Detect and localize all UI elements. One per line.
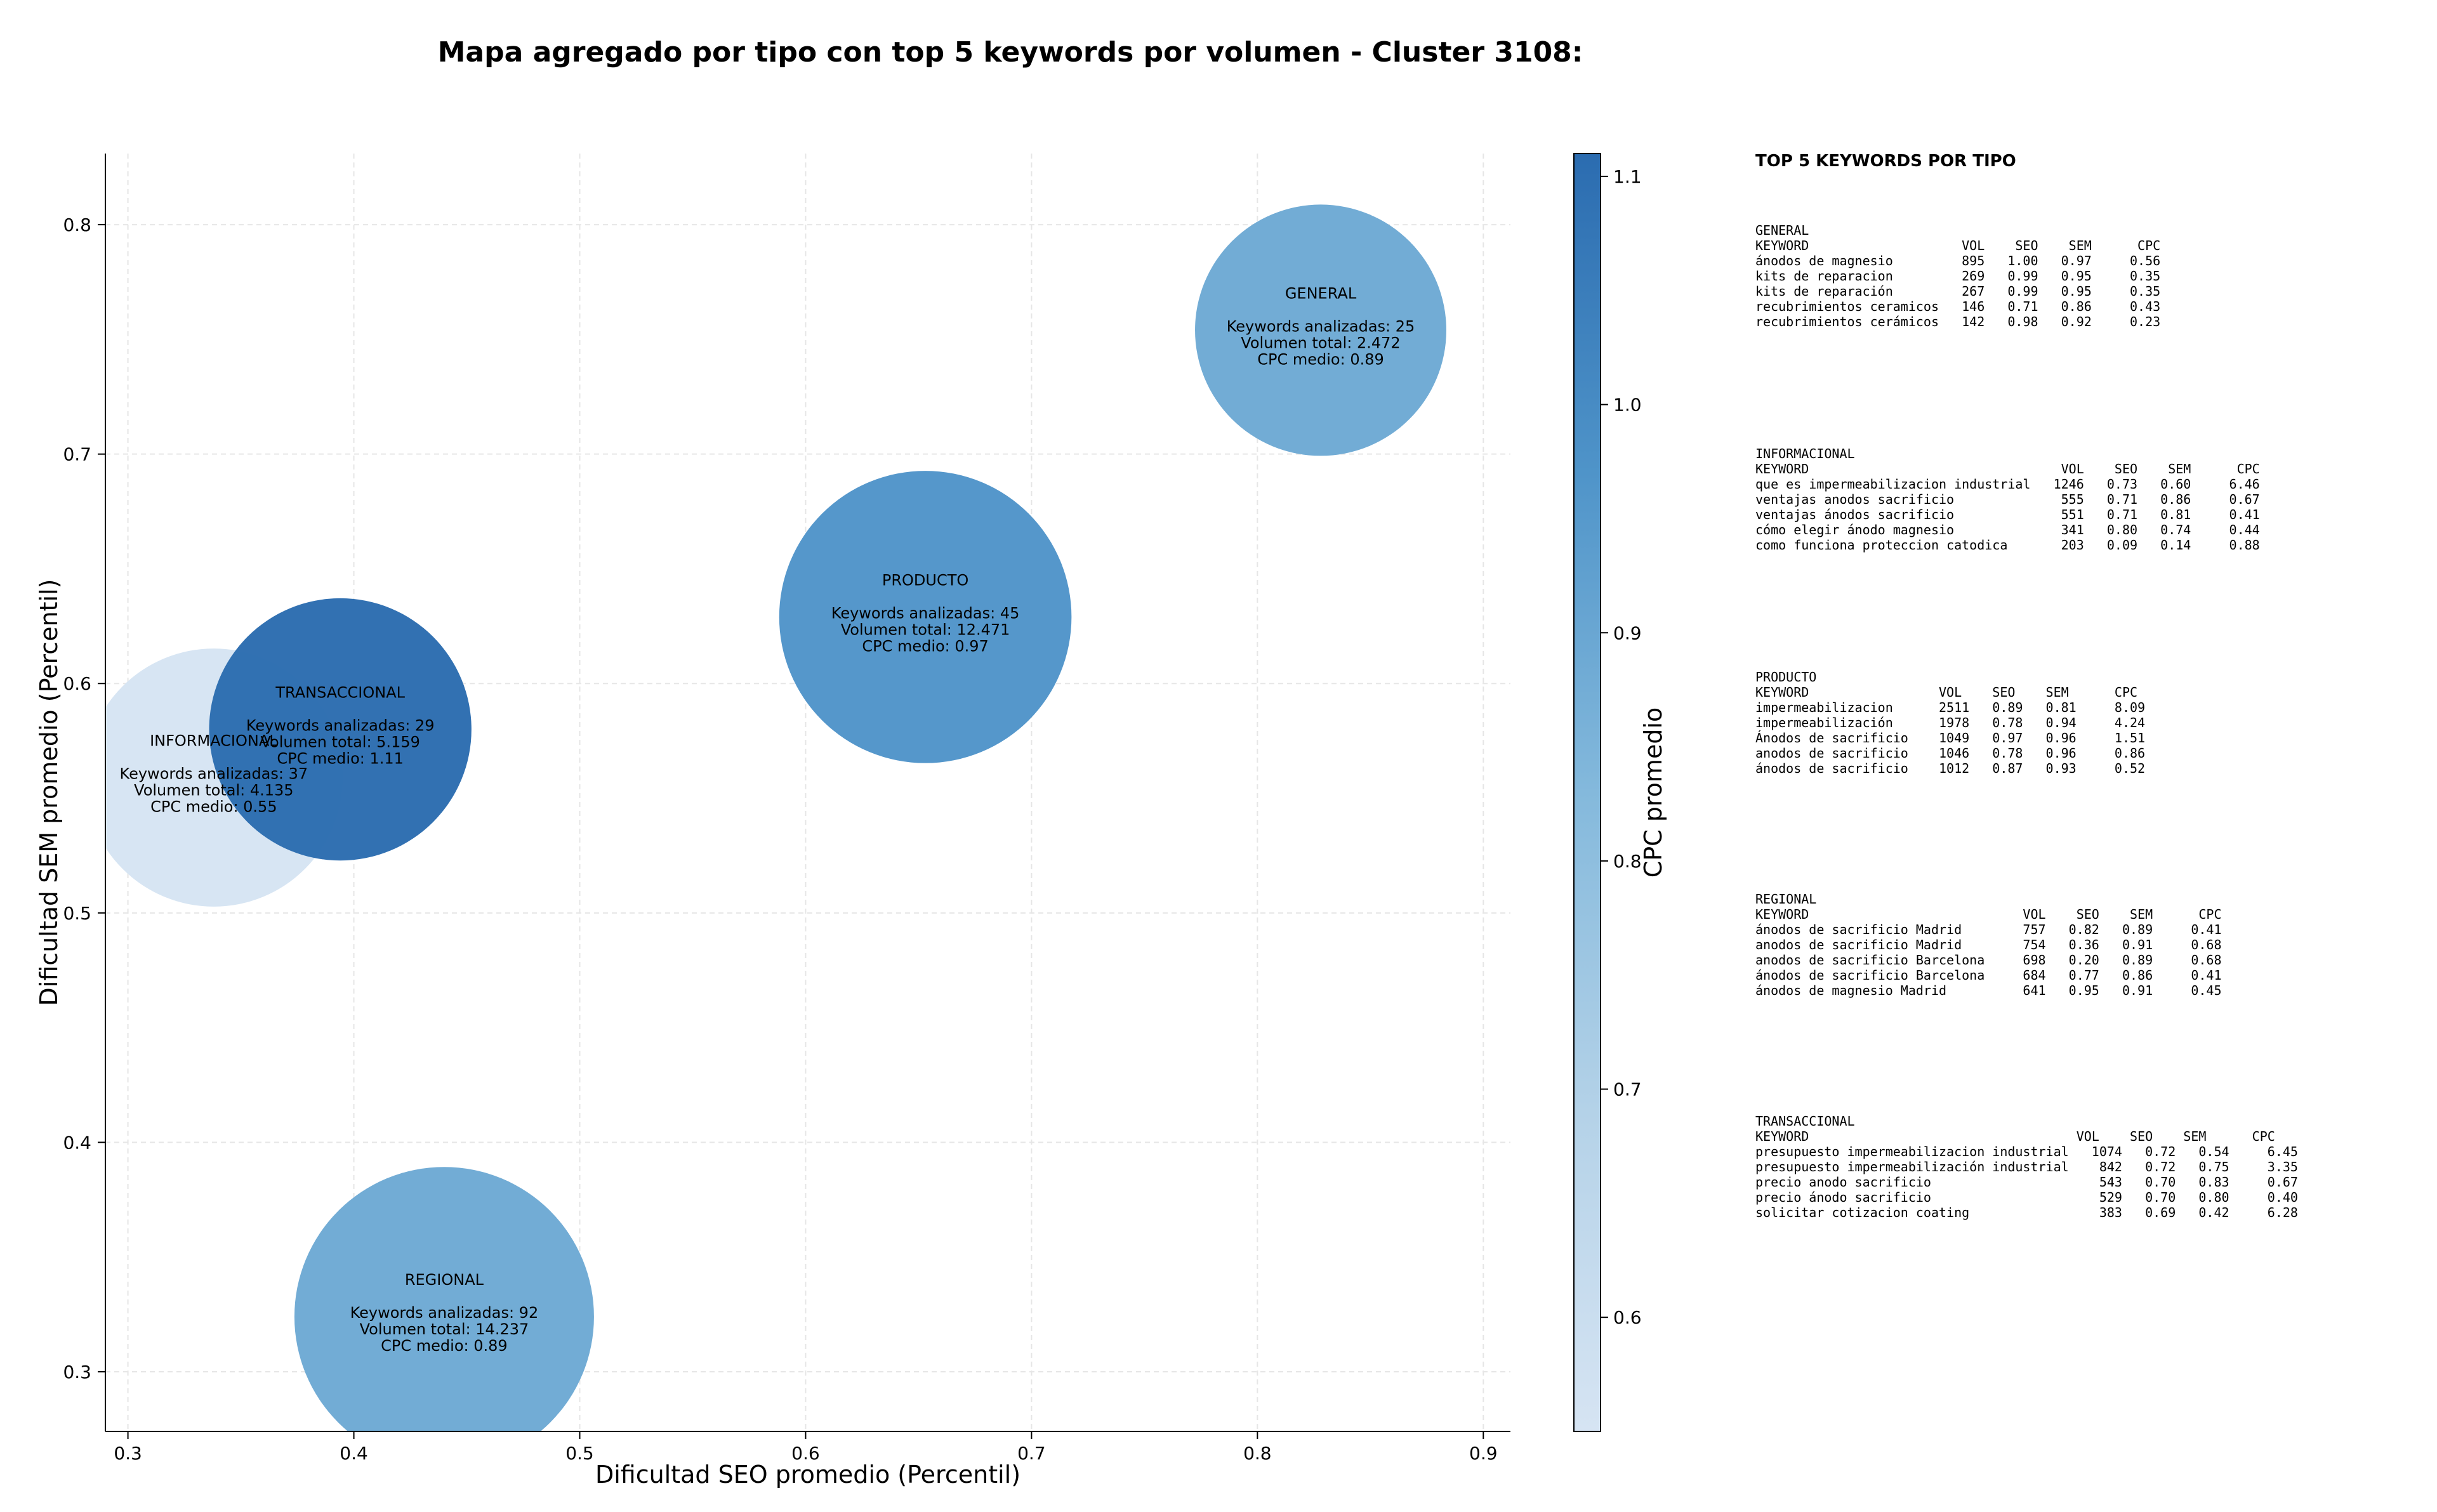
table-group-name: INFORMACIONAL (1755, 446, 1855, 461)
bubble-general (1195, 204, 1446, 456)
table-row: anodos de sacrificio Madrid 754 0.36 0.9… (1755, 937, 2222, 952)
bubble-producto (779, 471, 1072, 763)
bubble-label-stat: CPC medio: 0.89 (1257, 350, 1384, 368)
bubble-label-stat: Keywords analizadas: 45 (831, 604, 1020, 622)
bubble-transaccional (209, 598, 472, 861)
table-row: ánodos de sacrificio Barcelona 684 0.77 … (1755, 968, 2222, 983)
table-header: KEYWORD VOL SEO SEM CPC (1755, 1129, 2275, 1144)
x-tick-label: 0.8 (1243, 1443, 1272, 1464)
y-tick-label: 0.4 (63, 1132, 91, 1153)
table-header: KEYWORD VOL SEO SEM CPC (1755, 461, 2260, 477)
table-row: presupuesto impermeabilizacion industria… (1755, 1144, 2298, 1159)
colorbar-label: CPC promedio (1639, 707, 1667, 878)
bubble-label-stat: CPC medio: 0.89 (381, 1337, 508, 1355)
bubble-label-stat: Volumen total: 2.472 (1241, 334, 1400, 352)
table-row: presupuesto impermeabilización industria… (1755, 1159, 2298, 1174)
colorbar-ticks: 0.6 0.7 0.8 0.9 1.0 1.1 (1601, 166, 1642, 1328)
y-tick-label: 0.5 (63, 903, 91, 924)
x-tick-label: 0.6 (791, 1443, 820, 1464)
bubble-label-stat: Keywords analizadas: 29 (246, 717, 435, 735)
table-header: KEYWORD VOL SEO SEM CPC (1755, 685, 2137, 700)
table-row: kits de reparación 267 0.99 0.95 0.35 (1755, 284, 2160, 299)
table-group-name: GENERAL (1755, 223, 1809, 238)
table-group-name: TRANSACCIONAL (1755, 1114, 1855, 1129)
table-row: kits de reparacion 269 0.99 0.95 0.35 (1755, 268, 2160, 284)
table-row: ventajas anodos sacrificio 555 0.71 0.86… (1755, 492, 2260, 507)
x-tick-label: 0.3 (114, 1443, 142, 1464)
bubble-regional (294, 1167, 594, 1431)
bubble-label-name: TRANSACCIONAL (275, 684, 405, 702)
bubble-label-stat: Keywords analizadas: 37 (120, 765, 308, 782)
table-row: impermeabilización 1978 0.78 0.94 4.24 (1755, 715, 2145, 730)
bubble-label-stat: CPC medio: 0.55 (150, 798, 277, 815)
y-tick-label: 0.7 (63, 444, 91, 465)
table-row: ventajas ánodos sacrificio 551 0.71 0.81… (1755, 507, 2260, 522)
y-tick-label: 0.8 (63, 214, 91, 235)
bubble-label-name: INFORMACIONAL (150, 732, 278, 749)
table-row: solicitar cotizacion coating 383 0.69 0.… (1755, 1205, 2298, 1220)
bubble-label-stat: Volumen total: 12.471 (841, 621, 1010, 638)
axis-ticks: 0.3 0.4 0.5 0.6 0.7 0.8 0.9 0.3 0.4 0.5 0.6 0.7 0.8 (63, 214, 1497, 1464)
table-header: KEYWORD VOL SEO SEM CPC (1755, 907, 2222, 922)
table-row: anodos de sacrificio Barcelona 698 0.20 … (1755, 952, 2222, 968)
bubble-label-name: PRODUCTO (882, 571, 968, 589)
colorbar-tick-label: 0.6 (1613, 1307, 1642, 1328)
colorbar-tick-label: 0.9 (1613, 622, 1642, 643)
bubble-label-name: GENERAL (1285, 284, 1357, 302)
bubble-label-stat: Keywords analizadas: 25 (1227, 317, 1415, 335)
y-tick-label: 0.3 (63, 1362, 91, 1383)
bubble-label-stat: Volumen total: 14.237 (360, 1320, 529, 1338)
colorbar (1573, 153, 1601, 1432)
bubble-label-stat: Keywords analizadas: 92 (350, 1304, 539, 1322)
table-row: precio ánodo sacrificio 529 0.70 0.80 0.… (1755, 1190, 2298, 1205)
table-row: ánodos de sacrificio Madrid 757 0.82 0.8… (1755, 922, 2222, 937)
table-row: recubrimientos ceramicos 146 0.71 0.86 0… (1755, 299, 2160, 314)
bubble-label-stat: CPC medio: 1.11 (277, 750, 404, 768)
table-group-name: REGIONAL (1755, 891, 1816, 907)
side-panel-title: TOP 5 KEYWORDS POR TIPO (1755, 152, 2016, 171)
chart-title: Mapa agregado por tipo con top 5 keyword… (438, 36, 1583, 69)
bubble-label-name: REGIONAL (405, 1271, 484, 1289)
table-row: que es impermeabilizacion industrial 124… (1755, 477, 2260, 492)
bubble-label-stat: Volumen total: 4.135 (134, 781, 293, 799)
table-row: ánodos de sacrificio 1012 0.87 0.93 0.52 (1755, 761, 2145, 776)
x-tick-label: 0.7 (1017, 1443, 1046, 1464)
table-row: impermeabilizacion 2511 0.89 0.81 8.09 (1755, 700, 2145, 715)
x-tick-label: 0.4 (340, 1443, 368, 1464)
table-group-name: PRODUCTO (1755, 669, 1816, 685)
table-row: anodos de sacrificio 1046 0.78 0.96 0.86 (1755, 746, 2145, 761)
colorbar-tick-label: 1.0 (1613, 395, 1642, 416)
table-row: ánodos de magnesio 895 1.00 0.97 0.56 (1755, 253, 2160, 268)
x-axis-label: Dificultad SEO promedio (Percentil) (595, 1461, 1020, 1489)
y-axis-label: Dificultad SEM promedio (Percentil) (35, 579, 63, 1006)
x-tick-label: 0.9 (1469, 1443, 1498, 1464)
table-row: recubrimientos cerámicos 142 0.98 0.92 0… (1755, 314, 2160, 329)
colorbar-tick-label: 0.8 (1613, 851, 1642, 872)
table-row: cómo elegir ánodo magnesio 341 0.80 0.74… (1755, 522, 2260, 537)
table-row: como funciona proteccion catodica 203 0.… (1755, 537, 2260, 553)
table-row: ánodos de magnesio Madrid 641 0.95 0.91 … (1755, 983, 2222, 998)
table-header: KEYWORD VOL SEO SEM CPC (1755, 238, 2160, 253)
bubbles (105, 204, 1446, 1431)
bubble-label-stat: CPC medio: 0.97 (862, 637, 989, 655)
bubble-label-stat: Volumen total: 5.159 (260, 733, 419, 751)
colorbar-tick-label: 0.7 (1613, 1079, 1642, 1100)
table-row: Ánodos de sacrificio 1049 0.97 0.96 1.51 (1755, 730, 2145, 746)
table-row: precio anodo sacrificio 543 0.70 0.83 0.… (1755, 1174, 2298, 1190)
x-tick-label: 0.5 (565, 1443, 594, 1464)
y-tick-label: 0.6 (63, 673, 91, 694)
colorbar-tick-label: 1.1 (1613, 166, 1642, 187)
